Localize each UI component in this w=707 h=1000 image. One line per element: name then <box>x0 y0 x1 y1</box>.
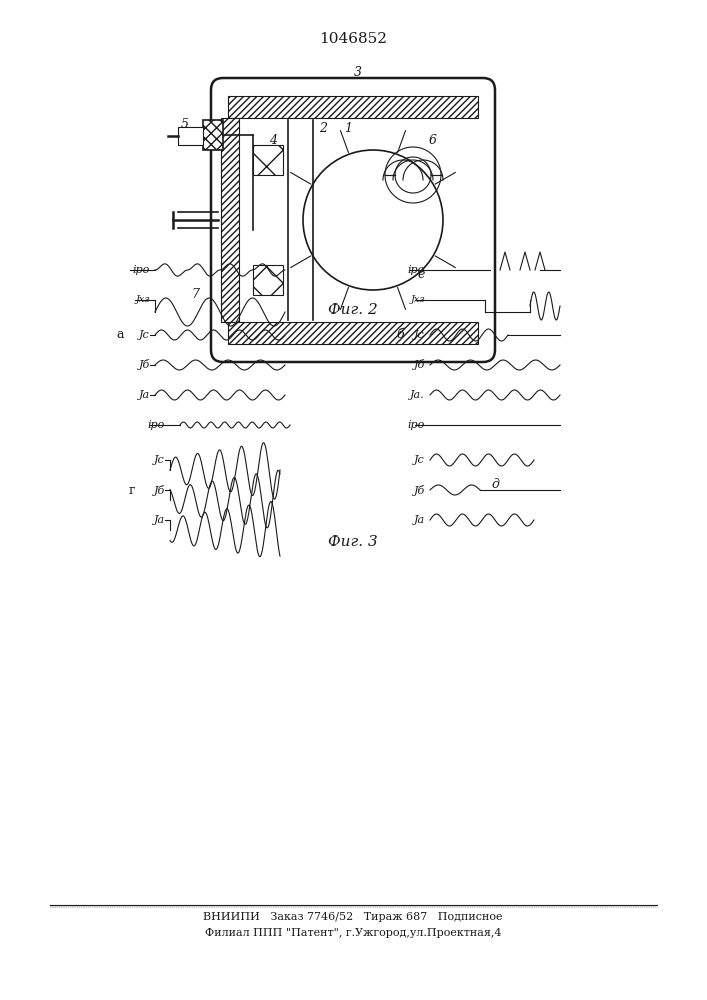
Text: 1046852: 1046852 <box>319 32 387 46</box>
Bar <box>221 118 239 322</box>
Text: Jб: Jб <box>414 485 425 495</box>
Text: Jа: Jа <box>154 515 165 525</box>
Text: Jxз: Jxз <box>410 296 425 304</box>
Text: 1: 1 <box>344 121 352 134</box>
Text: 7: 7 <box>191 288 199 302</box>
Text: ВНИИПИ   Заказ 7746/52   Тираж 687   Подписное: ВНИИПИ Заказ 7746/52 Тираж 687 Подписное <box>203 912 503 922</box>
Text: 5: 5 <box>181 118 189 131</box>
Text: г: г <box>129 484 135 496</box>
Text: Jc: Jc <box>154 455 165 465</box>
FancyBboxPatch shape <box>211 78 495 362</box>
Text: Jc: Jc <box>414 330 425 340</box>
Text: Jxз: Jxз <box>135 296 150 304</box>
Text: Jб: Jб <box>414 360 425 370</box>
Text: Jа.: Jа. <box>410 390 425 400</box>
Text: Фиг. 3: Фиг. 3 <box>328 535 378 549</box>
Text: Jа: Jа <box>139 390 150 400</box>
Text: Фиг. 2: Фиг. 2 <box>328 303 378 317</box>
Text: 6: 6 <box>429 133 437 146</box>
Bar <box>253 145 283 175</box>
Text: 2: 2 <box>319 121 327 134</box>
Text: д: д <box>491 479 499 491</box>
Text: Jа: Jа <box>414 515 425 525</box>
Bar <box>228 322 478 344</box>
Text: Jc: Jc <box>414 455 425 465</box>
Text: б: б <box>396 328 404 342</box>
Text: Филиал ППП "Патент", г.Ужгород,ул.Проектная,4: Филиал ППП "Патент", г.Ужгород,ул.Проект… <box>205 928 501 938</box>
Text: ipo: ipo <box>408 420 425 430</box>
Text: 4: 4 <box>269 133 277 146</box>
Bar <box>253 265 283 295</box>
Text: Jб: Jб <box>153 485 165 495</box>
Bar <box>228 96 478 118</box>
Text: ipo: ipo <box>408 265 425 275</box>
Text: Jc: Jc <box>139 330 150 340</box>
Text: е: е <box>417 268 425 282</box>
Bar <box>203 120 223 150</box>
Bar <box>178 127 203 145</box>
Circle shape <box>303 150 443 290</box>
Text: а: а <box>116 328 124 342</box>
Text: ipo: ipo <box>148 420 165 430</box>
Text: Jб: Jб <box>139 360 150 370</box>
Text: 3: 3 <box>354 66 362 79</box>
Text: ipo: ipo <box>133 265 150 275</box>
